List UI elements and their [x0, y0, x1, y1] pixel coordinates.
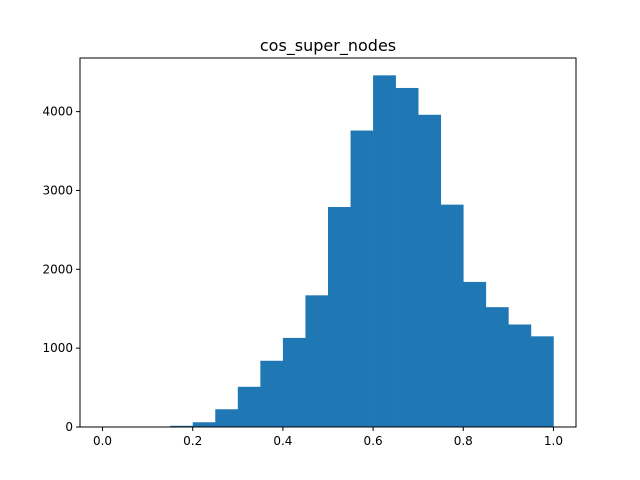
histogram-bar [170, 425, 194, 427]
histogram-bar [282, 337, 306, 427]
histogram-bar [463, 281, 487, 427]
bars-group [170, 75, 554, 428]
y-tick-label: 1000 [42, 341, 73, 355]
x-tick-label: 1.0 [544, 434, 563, 448]
histogram-bar [328, 207, 351, 427]
chart-title: cos_super_nodes [260, 36, 396, 56]
histogram-bar [350, 130, 374, 428]
histogram-bar [237, 386, 261, 427]
histogram-bar [305, 295, 329, 427]
histogram-bar [373, 75, 396, 427]
histogram-bar [215, 409, 239, 427]
x-tick-label: 0.8 [454, 434, 473, 448]
histogram-bar [418, 114, 442, 428]
histogram-bar [530, 336, 554, 427]
x-tick-label: 0.6 [364, 434, 383, 448]
y-tick-label: 4000 [42, 105, 73, 119]
histogram-bar [192, 422, 216, 427]
y-tick-label: 3000 [42, 183, 73, 197]
plot-frame [79, 57, 577, 428]
x-tick-label: 0.4 [273, 434, 292, 448]
histogram-bar [395, 87, 419, 427]
y-tick-label: 0 [65, 420, 73, 434]
y-axis: 0 1000 2000 3000 4000 [42, 105, 80, 434]
x-tick-label: 0.2 [183, 434, 202, 448]
x-axis: 0.0 0.2 0.4 0.6 0.8 1.0 [93, 427, 563, 448]
x-tick-label: 0.0 [93, 434, 112, 448]
y-tick-label: 2000 [42, 262, 73, 276]
histogram-bar [508, 324, 532, 427]
histogram-bar [440, 204, 464, 427]
histogram-bar [485, 307, 509, 427]
histogram-bar [260, 360, 284, 427]
